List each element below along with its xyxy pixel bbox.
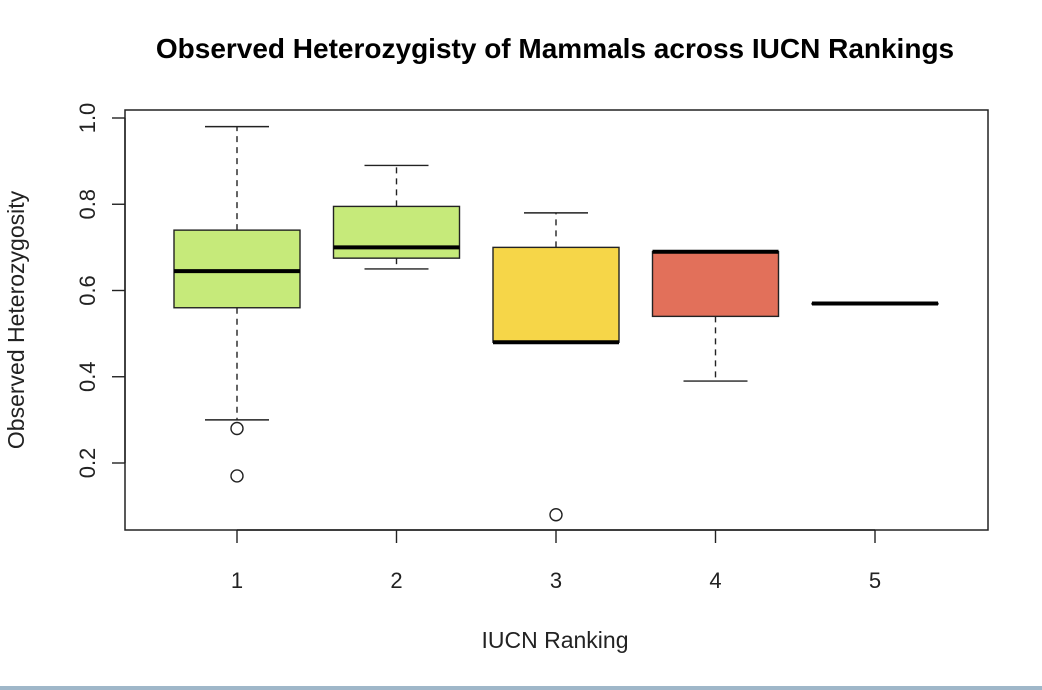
window-bottom-edge bbox=[0, 686, 1042, 690]
x-tick-label: 4 bbox=[709, 568, 721, 593]
y-tick-label: 0.2 bbox=[75, 448, 100, 479]
box-group-3 bbox=[492, 212, 620, 522]
y-axis: 0.2 0.4 0.6 0.8 1.0 bbox=[75, 103, 126, 479]
boxes-layer bbox=[173, 125, 939, 522]
box-3 bbox=[492, 246, 620, 343]
y-tick-label: 1.0 bbox=[75, 103, 100, 134]
box-1 bbox=[173, 229, 301, 309]
outlier-point bbox=[230, 469, 244, 483]
box-group-2 bbox=[332, 164, 461, 270]
box-4 bbox=[651, 250, 780, 318]
outlier-point bbox=[230, 421, 244, 436]
box-2 bbox=[332, 205, 461, 259]
y-tick-label: 0.6 bbox=[75, 275, 100, 306]
y-tick-label: 0.8 bbox=[75, 189, 100, 220]
y-tick-label: 0.4 bbox=[75, 361, 100, 392]
x-tick-label: 3 bbox=[550, 568, 562, 593]
x-tick-label: 2 bbox=[390, 568, 402, 593]
x-axis-label: IUCN Ranking bbox=[482, 627, 629, 653]
x-axis: 1 2 3 4 5 bbox=[231, 529, 881, 593]
box-group-1 bbox=[173, 125, 301, 483]
box-group-5 bbox=[811, 301, 939, 306]
x-tick-label: 5 bbox=[869, 568, 881, 593]
x-tick-label: 1 bbox=[231, 568, 243, 593]
box-group-4 bbox=[651, 249, 780, 382]
y-axis-label: Observed Heterozygosity bbox=[3, 190, 29, 449]
chart-title: Observed Heterozygisty of Mammals across… bbox=[156, 33, 954, 64]
outlier-point bbox=[549, 508, 563, 522]
